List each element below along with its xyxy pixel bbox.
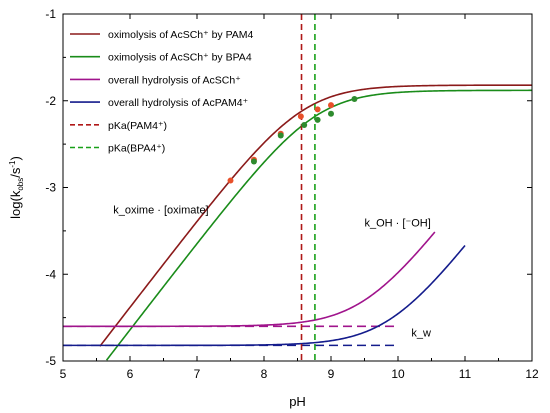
legend-label-5: pKa(BPA4⁺) [108, 143, 165, 155]
data-point-bpa4 [250, 158, 257, 165]
series-line-3 [63, 244, 466, 347]
x-tick-label: 11 [459, 367, 472, 381]
y-tick-label: -3 [45, 181, 56, 195]
annotations-layer: k_oxime · [oximate] k_OH · [⁻OH] k_w [113, 205, 431, 340]
data-point-bpa4 [301, 122, 308, 129]
series-line-1 [105, 89, 532, 361]
series-line-2 [63, 231, 436, 328]
series-line-0 [99, 84, 532, 347]
legend-label-4: pKa(PAM4⁺) [108, 120, 167, 132]
data-point-pam4 [314, 106, 321, 113]
x-tick-label: 5 [60, 367, 67, 381]
kw-label: k_w [411, 328, 431, 340]
k-oxime-label: k_oxime · [oximate] [113, 205, 208, 217]
y-tick-label: -4 [45, 267, 56, 281]
data-point-bpa4 [277, 132, 284, 139]
y-tick-label: -1 [45, 7, 56, 21]
data-point-bpa4 [328, 110, 334, 117]
x-tick-label: 10 [391, 367, 405, 381]
legend: oximolysis of AcSCh⁺ by PAM4 oximolysis o… [70, 29, 254, 155]
data-point-pam4 [297, 113, 304, 120]
x-tick-label: 7 [194, 367, 201, 381]
y-tick-label: -2 [45, 94, 56, 108]
legend-label-3: overall hydrolysis of AcPAM4⁺ [108, 97, 249, 109]
points-layer [227, 96, 358, 184]
legend-label-1: oximolysis of AcSCh⁺ by BPA4 [108, 52, 252, 64]
legend-label-2: overall hydrolysis of AcSCh⁺ [108, 74, 241, 86]
y-axis-label: log(kobs/s-1) [8, 156, 25, 219]
x-tick-label: 6 [127, 367, 134, 381]
data-point-bpa4 [314, 116, 321, 123]
axes-layer: 5 6 7 8 9 10 11 12 -5 -4 -3 -2 -1 pH log(kobs/s-1) [8, 7, 539, 409]
legend-label-0: oximolysis of AcSCh⁺ by PAM4 [108, 29, 254, 41]
y-tick-label: -5 [45, 354, 56, 368]
k-oh-label: k_OH · [⁻OH] [365, 218, 431, 230]
data-point-pam4 [328, 102, 334, 109]
curves-layer [63, 14, 532, 361]
x-axis-label: pH [289, 394, 306, 409]
data-point-bpa4 [351, 96, 358, 103]
x-tick-label: 8 [261, 367, 268, 381]
x-tick-label: 9 [328, 367, 335, 381]
x-tick-label: 12 [525, 367, 539, 381]
data-point-pam4 [227, 177, 234, 184]
